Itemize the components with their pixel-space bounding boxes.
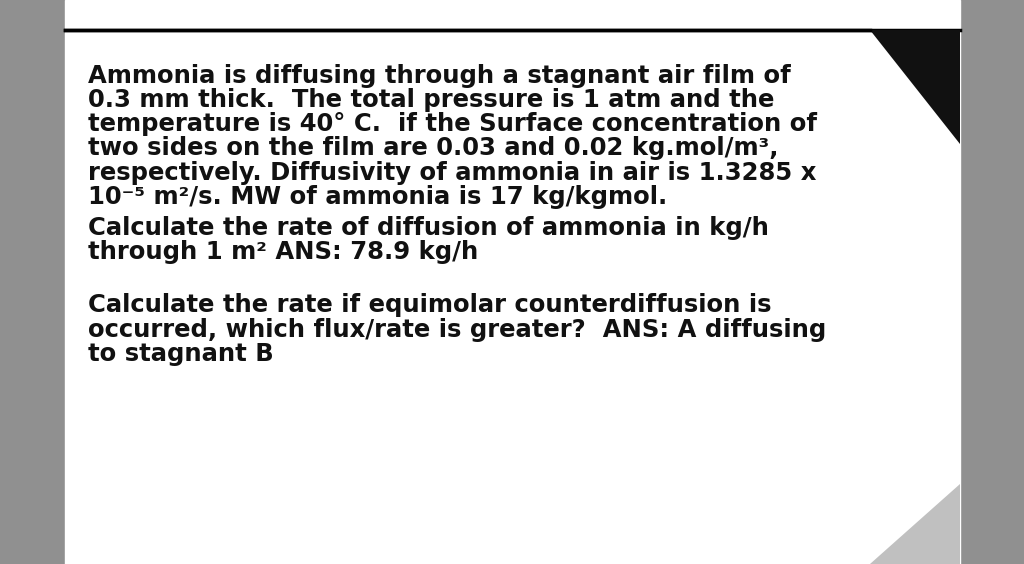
Text: to stagnant B: to stagnant B <box>88 342 273 365</box>
Text: through 1 m² ANS: 78.9 kg/h: through 1 m² ANS: 78.9 kg/h <box>88 240 478 265</box>
Bar <box>0 0 65 564</box>
Text: Calculate the rate if equimolar counterdiffusion is: Calculate the rate if equimolar counterd… <box>88 293 771 318</box>
Text: two sides on the film are 0.03 and 0.02 kg.mol/m³,: two sides on the film are 0.03 and 0.02 … <box>88 136 778 160</box>
Text: occurred, which flux/rate is greater?  ANS: A diffusing: occurred, which flux/rate is greater? AN… <box>88 318 826 342</box>
Bar <box>65 30 961 564</box>
Text: respectively. Diffusivity of ammonia in air is 1.3285 x: respectively. Diffusivity of ammonia in … <box>88 161 816 184</box>
Text: Ammonia is diffusing through a stagnant air film of: Ammonia is diffusing through a stagnant … <box>88 64 791 88</box>
Polygon shape <box>870 30 961 144</box>
Bar <box>961 0 1024 564</box>
Polygon shape <box>780 30 961 564</box>
Bar <box>65 0 961 30</box>
Text: Calculate the rate of diffusion of ammonia in kg/h: Calculate the rate of diffusion of ammon… <box>88 216 769 240</box>
Text: temperature is 40° C.  if the Surface concentration of: temperature is 40° C. if the Surface con… <box>88 112 817 136</box>
Polygon shape <box>870 484 961 564</box>
Text: 10⁻⁵ m²/s. MW of ammonia is 17 kg/kgmol.: 10⁻⁵ m²/s. MW of ammonia is 17 kg/kgmol. <box>88 185 668 209</box>
Polygon shape <box>65 30 961 564</box>
Text: 0.3 mm thick.  The total pressure is 1 atm and the: 0.3 mm thick. The total pressure is 1 at… <box>88 88 774 112</box>
